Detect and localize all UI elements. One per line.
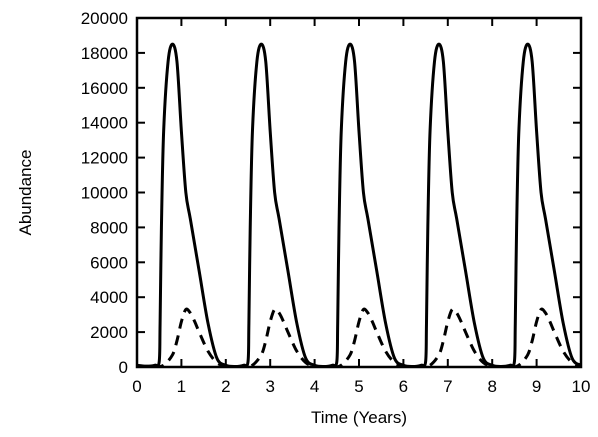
y-tick-label: 2000 — [90, 323, 128, 342]
x-tick-label: 1 — [177, 377, 186, 396]
x-tick-label: 8 — [487, 377, 496, 396]
x-tick-label: 2 — [221, 377, 230, 396]
y-tick-label: 4000 — [90, 288, 128, 307]
series-line-dashed — [137, 307, 581, 367]
x-tick-label: 10 — [572, 377, 591, 396]
series-line-solid — [137, 42, 581, 367]
x-tick-label: 5 — [354, 377, 363, 396]
ticks-layer: 0 1 2 3 4 5 6 7 8 9 10 0 2000 4000 6000 8000 10000 12000 1… — [81, 9, 591, 396]
x-tick-label: 6 — [399, 377, 408, 396]
x-tick-label: 3 — [265, 377, 274, 396]
x-tick-label: 0 — [132, 377, 141, 396]
x-tick-label: 7 — [443, 377, 452, 396]
y-tick-label: 10000 — [81, 184, 128, 203]
y-tick-label: 12000 — [81, 149, 128, 168]
y-tick-label: 6000 — [90, 253, 128, 272]
series-layer — [137, 42, 581, 367]
x-tick-label: 4 — [310, 377, 319, 396]
y-tick-label: 20000 — [81, 9, 128, 28]
y-axis-title: Abundance — [16, 149, 35, 235]
y-tick-label: 18000 — [81, 44, 128, 63]
y-tick-label: 8000 — [90, 218, 128, 237]
y-tick-label: 0 — [119, 358, 128, 377]
x-tick-label: 9 — [532, 377, 541, 396]
y-tick-label: 14000 — [81, 114, 128, 133]
y-tick-label: 16000 — [81, 79, 128, 98]
x-axis-title: Time (Years) — [311, 408, 407, 427]
